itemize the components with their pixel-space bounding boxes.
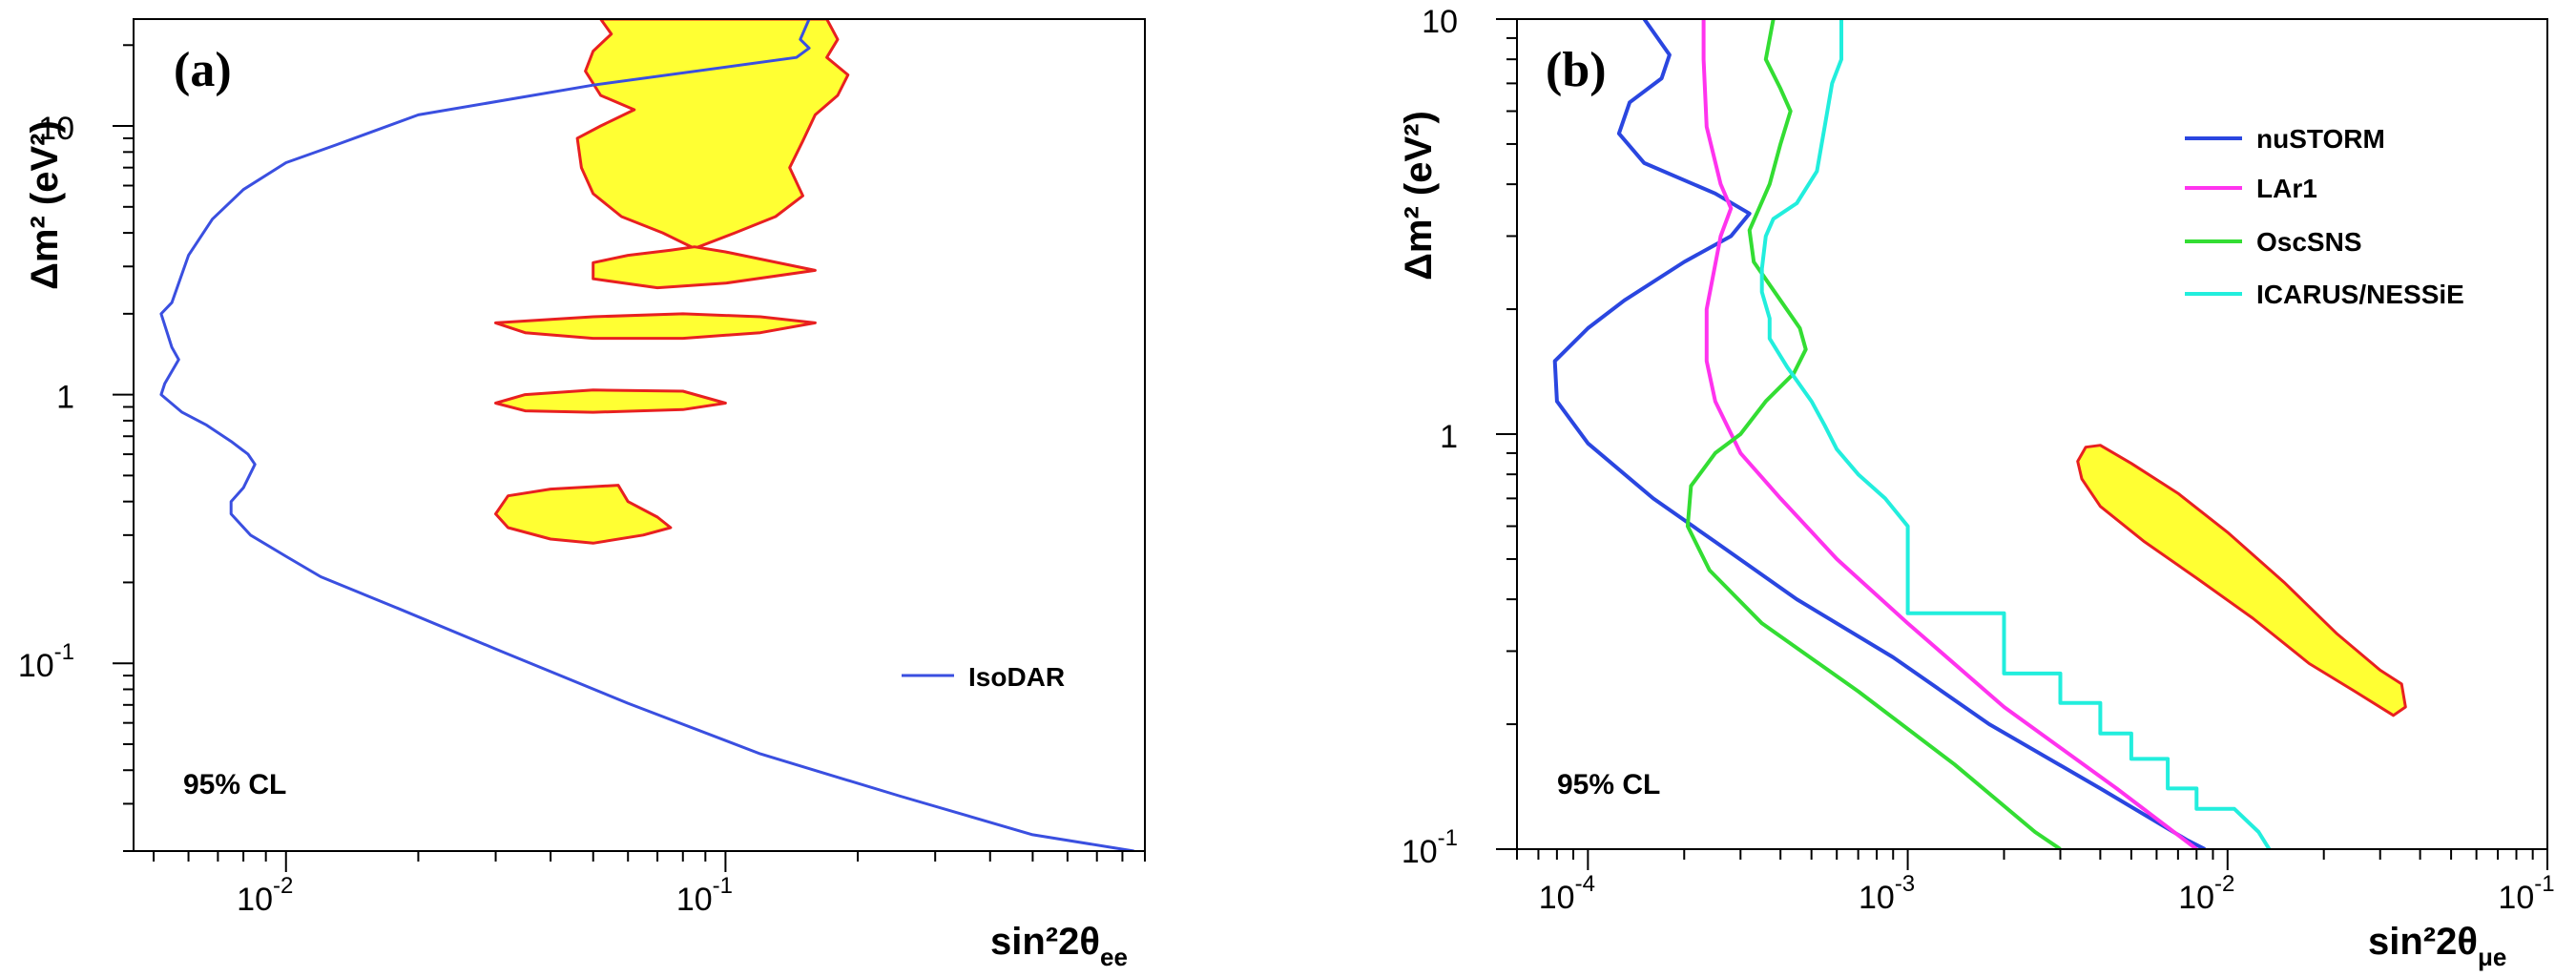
x-axis-label-subscript: ee (1100, 943, 1128, 971)
allowed-regions (2076, 444, 2407, 717)
series-icarus-nessie (1759, 19, 2272, 849)
allowed-region-5 (494, 484, 673, 545)
panel-label: (b) (1546, 43, 1607, 97)
series-group (1552, 19, 2272, 849)
y-tick-label: 1 (1440, 419, 1458, 455)
legend: IsoDAR (902, 662, 1065, 692)
y-axis-label: Δm² (eV²) (1398, 111, 1440, 281)
plot-frame (133, 18, 1146, 852)
legend-label-oscsns: OscSNS (2256, 227, 2362, 257)
panel-a: 10-2 10-1 10-1 1 10 (a) Δm² (eV²) sin²2θee 9… (18, 18, 1146, 971)
x-axis-label-text: sin²2θ (990, 921, 1100, 963)
legend-label-icarus-nessie: ICARUS/NESSiE (2256, 280, 2464, 309)
series-group (159, 19, 1134, 851)
allowed-region-2 (592, 245, 817, 290)
confidence-level-annotation: 95% CL (1557, 769, 1660, 800)
legend-label-nustorm: nuSTORM (2256, 124, 2385, 154)
series-isodar (159, 19, 1134, 851)
axis-ticks: 10-2 10-1 10-1 1 10 (18, 44, 1146, 918)
x-tick-label: 10-1 (2498, 871, 2554, 916)
allowed-region-high (575, 19, 850, 250)
allowed-region-4 (494, 388, 727, 414)
y-axis-label: Δm² (eV²) (24, 120, 66, 290)
x-tick-label: 10-2 (2178, 871, 2234, 916)
x-tick-label: 10-3 (1859, 871, 1915, 916)
y-tick-label: 10-1 (1402, 825, 1458, 870)
series-oscsns (1685, 19, 2062, 849)
series-lar1 (1701, 19, 2198, 849)
legend: nuSTORM LAr1 OscSNS ICARUS/NESSiE (2185, 124, 2464, 309)
x-axis-label: sin²2θμe (2368, 921, 2506, 971)
x-axis-label-text: sin²2θ (2368, 921, 2478, 963)
y-tick-label: 10-1 (18, 639, 74, 684)
plot-frame (1516, 18, 2548, 850)
y-tick-label: 1 (56, 380, 74, 416)
confidence-level-annotation: 95% CL (183, 769, 286, 800)
panel-b: 10-4 10-3 10-2 10-1 10-1 1 10 (b) Δm² (eV²) si… (1398, 4, 2555, 971)
allowed-regions (494, 19, 850, 545)
x-tick-label: 10-2 (237, 873, 293, 918)
axis-ticks: 10-4 10-3 10-2 10-1 10-1 1 10 (1402, 4, 2555, 916)
y-tick-label: 10 (1422, 4, 1458, 40)
x-tick-label: 10-1 (676, 873, 733, 918)
x-tick-label: 10-4 (1539, 871, 1595, 916)
y-axis-label-text: Δm² (eV²) (1398, 111, 1440, 281)
panel-label: (a) (174, 43, 232, 97)
x-axis-label: sin²2θee (990, 921, 1128, 971)
legend-label-lar1: LAr1 (2256, 174, 2317, 203)
y-tick-label: 10 (38, 111, 74, 147)
legend-label-isodar: IsoDAR (968, 662, 1065, 692)
allowed-region (2076, 444, 2407, 717)
y-axis-label-text: Δm² (eV²) (24, 120, 66, 290)
allowed-region-3 (494, 312, 817, 341)
series-nustorm (1552, 19, 2207, 849)
x-axis-label-subscript: μe (2478, 943, 2506, 971)
